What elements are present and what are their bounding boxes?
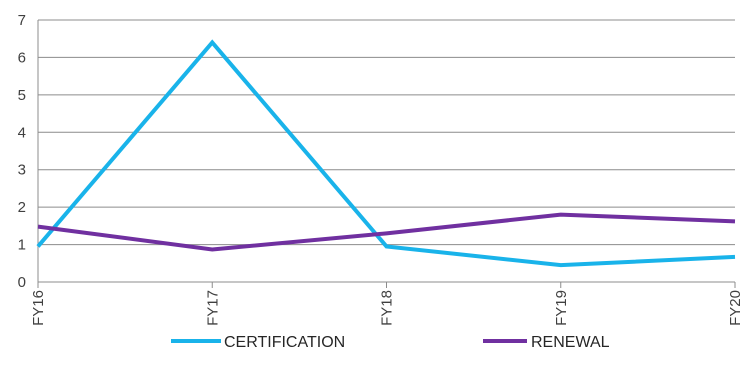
series-lines xyxy=(36,39,736,268)
x-tick-label: FY18 xyxy=(379,290,396,326)
legend-label: CERTIFICATION xyxy=(224,334,345,351)
y-axis: 0 1 2 3 4 5 6 7 xyxy=(18,12,39,291)
x-tick-label: FY20 xyxy=(727,290,743,326)
x-axis: FY16 FY17 FY18 FY19 FY20 xyxy=(30,282,743,326)
y-tick-label: 6 xyxy=(18,49,26,66)
y-tick-label: 1 xyxy=(18,237,26,254)
series-line-certification xyxy=(36,39,736,268)
y-tick-label: 7 xyxy=(18,12,26,29)
x-tick-label: FY19 xyxy=(553,290,570,326)
y-tick-label: 0 xyxy=(18,274,26,291)
y-tick-label: 2 xyxy=(18,199,26,216)
legend-label: RENEWAL xyxy=(531,334,610,351)
series-line-renewal xyxy=(37,212,736,252)
y-tick-label: 5 xyxy=(18,87,26,104)
y-tick-label: 3 xyxy=(18,162,26,179)
y-tick-label: 4 xyxy=(18,124,26,141)
legend: CERTIFICATION RENEWAL xyxy=(171,334,610,351)
x-tick-label: FY16 xyxy=(30,290,47,326)
x-tick-label: FY17 xyxy=(204,290,221,326)
grid-lines xyxy=(38,19,735,283)
